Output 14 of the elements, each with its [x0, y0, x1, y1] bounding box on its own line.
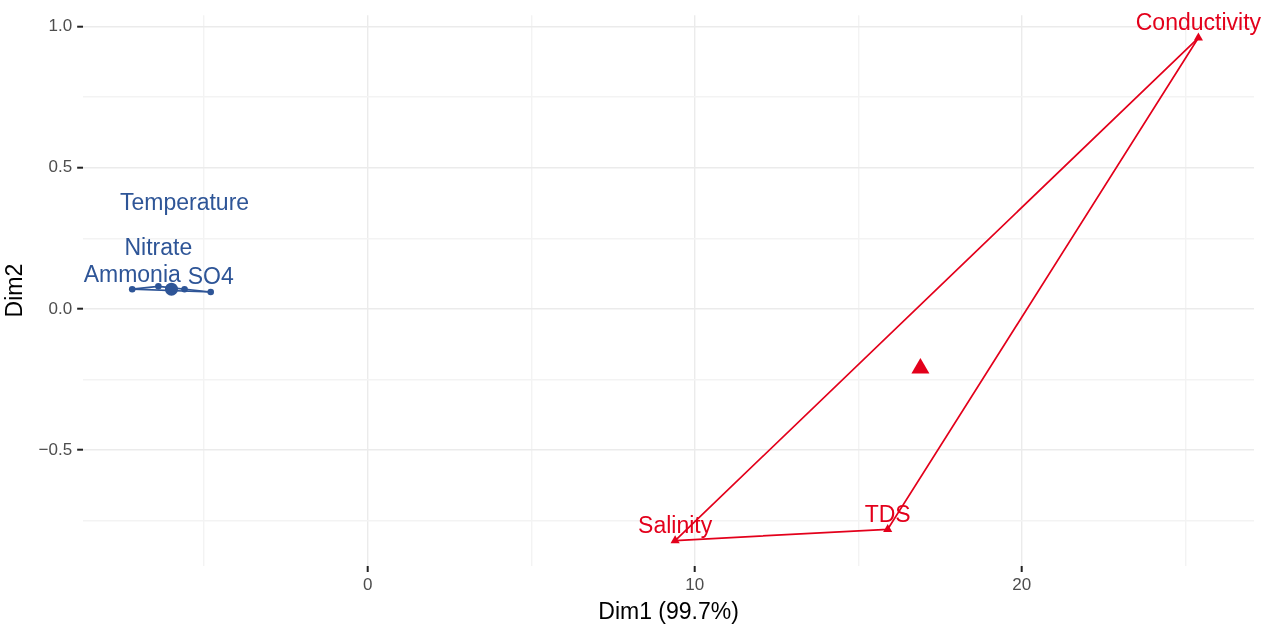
x-tick-label: 20 — [1012, 574, 1032, 594]
x-axis-title: Dim1 (99.7%) — [598, 597, 739, 624]
x-tick-label: 10 — [685, 574, 705, 594]
data-label: Nitrate — [124, 233, 193, 260]
y-axis-title: Dim2 — [1, 263, 28, 318]
y-tick-label: 0.0 — [48, 298, 73, 318]
y-tick-label: 1.0 — [48, 16, 73, 36]
y-tick-label: 0.5 — [48, 157, 73, 177]
data-label: Conductivity — [1135, 9, 1262, 36]
data-label: Temperature — [119, 188, 250, 215]
data-label: Ammonia — [83, 260, 181, 287]
data-label: SO4 — [187, 263, 234, 290]
y-tick-label: −0.5 — [38, 439, 73, 459]
x-tick-label: 0 — [362, 574, 373, 594]
